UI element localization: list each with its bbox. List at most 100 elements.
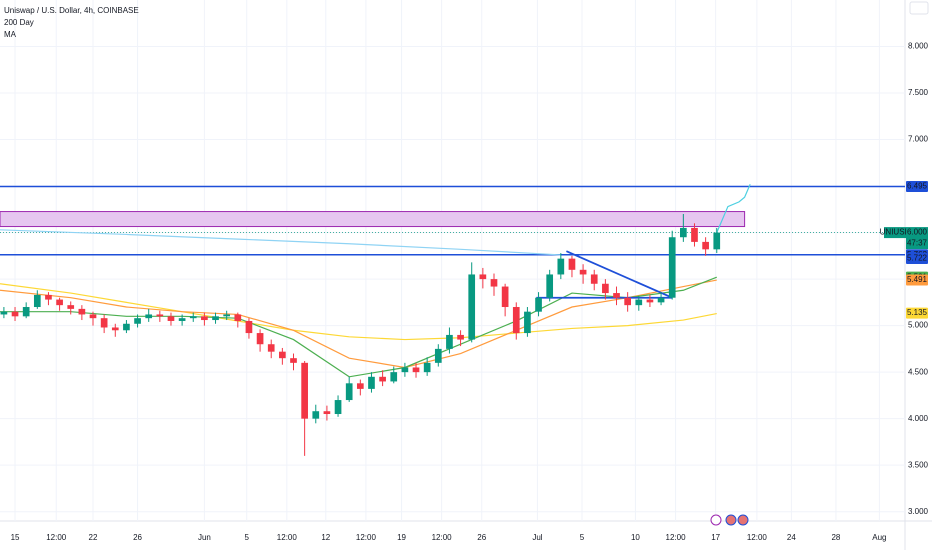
price-tag-label: 5.491 [907,275,928,284]
candle-body [301,362,308,419]
candle-body [56,299,63,306]
chart-title: Uniswap / U.S. Dollar, 4h, COINBASE [4,6,139,15]
y-tick-label: 8.000 [908,42,929,51]
plot-area [0,0,905,521]
price-tag-label: 6.495 [907,182,928,191]
candle-body [100,318,108,328]
x-tick-label: 17 [711,533,720,542]
y-tick-label: 4.000 [908,414,929,423]
candle-body [156,314,164,317]
price-tag-label: 5.135 [907,308,928,317]
candle-body [602,283,609,294]
indicator-label: 200 Day [4,18,34,27]
candle-body [212,316,219,321]
candle-body [256,333,264,345]
candle-body [234,314,242,321]
event-icons[interactable] [710,514,749,526]
indicator-line [566,250,673,299]
candle-body [368,376,375,389]
candle-body [624,297,631,306]
x-tick-label: 12:00 [46,533,67,542]
candle-body [457,334,464,340]
last-price-tag [906,227,928,250]
indicator-line [0,279,717,369]
candle-body [524,311,531,334]
candle-body [635,299,643,306]
indicator-line [716,183,751,233]
candle-body [501,286,509,308]
x-tick-label: 12:00 [747,533,768,542]
candle-body [401,367,409,373]
candle-body [223,314,231,317]
resistance-zone [0,211,746,228]
candle-body [0,311,8,315]
candle-body [201,316,208,321]
candle-body [189,316,197,319]
event-icon[interactable] [725,514,737,526]
candle-body [479,274,487,280]
candle-body [134,318,141,324]
x-tick-label: 12:00 [356,533,377,542]
candle-body [557,258,565,275]
candle-body [646,299,654,303]
price-tag [906,307,928,319]
candle-body [11,311,19,317]
x-tick-label: 5 [580,533,585,542]
candle-body [579,269,587,275]
symbol-tag-label: UNIUSD [880,228,911,237]
settings-button[interactable] [909,1,929,15]
event-icon[interactable] [710,514,722,526]
candle-body [245,320,253,334]
x-tick-label: Jul [532,533,542,542]
price-tag [906,252,928,264]
y-tick-label: 3.000 [908,507,929,516]
y-tick-label: 7.000 [908,135,929,144]
x-tick-label: 26 [477,533,486,542]
candle-body [123,323,130,331]
x-tick-label: 28 [831,533,840,542]
candle-body [446,334,453,349]
candle-body [45,294,52,300]
last-price-label: 6.000 [907,228,928,237]
event-icon[interactable] [737,514,749,526]
symbol-tag [884,227,906,239]
candle-body [490,279,498,287]
candle-body [145,314,153,319]
x-tick-label: 10 [631,533,640,542]
candle-body [67,305,75,309]
y-tick-label: 3.500 [908,460,929,469]
candle-body [713,232,721,250]
x-tick-label: 26 [133,533,142,542]
y-tick-label: 7.500 [908,88,929,97]
indicator-line [0,229,561,256]
candle-body [312,411,320,419]
candle-body [323,411,331,415]
x-tick-label: 22 [89,533,98,542]
countdown-label: 47:37 [907,239,928,248]
candle-body [434,348,442,363]
candle-body [111,327,119,331]
price-tag [906,181,928,193]
x-tick-label: 12:00 [666,533,687,542]
indicator-line [0,283,717,341]
y-tick-label: 5.000 [908,321,929,330]
candle-body [512,307,520,334]
candle-body [468,274,476,340]
candle-body [613,293,620,298]
x-tick-label: 19 [397,533,406,542]
candle-body [379,376,386,382]
x-tick-label: 12:00 [277,533,298,542]
candle-body [290,358,297,363]
candle-body [345,383,353,401]
candle-body [668,237,676,298]
candle-body [279,351,286,359]
candle-body [390,372,398,382]
price-tag [906,274,928,286]
candle-body [423,362,431,373]
candle-body [546,274,554,298]
x-tick-label: 5 [244,533,249,542]
candle-body [22,307,30,317]
indicator-label: MA [4,30,17,39]
